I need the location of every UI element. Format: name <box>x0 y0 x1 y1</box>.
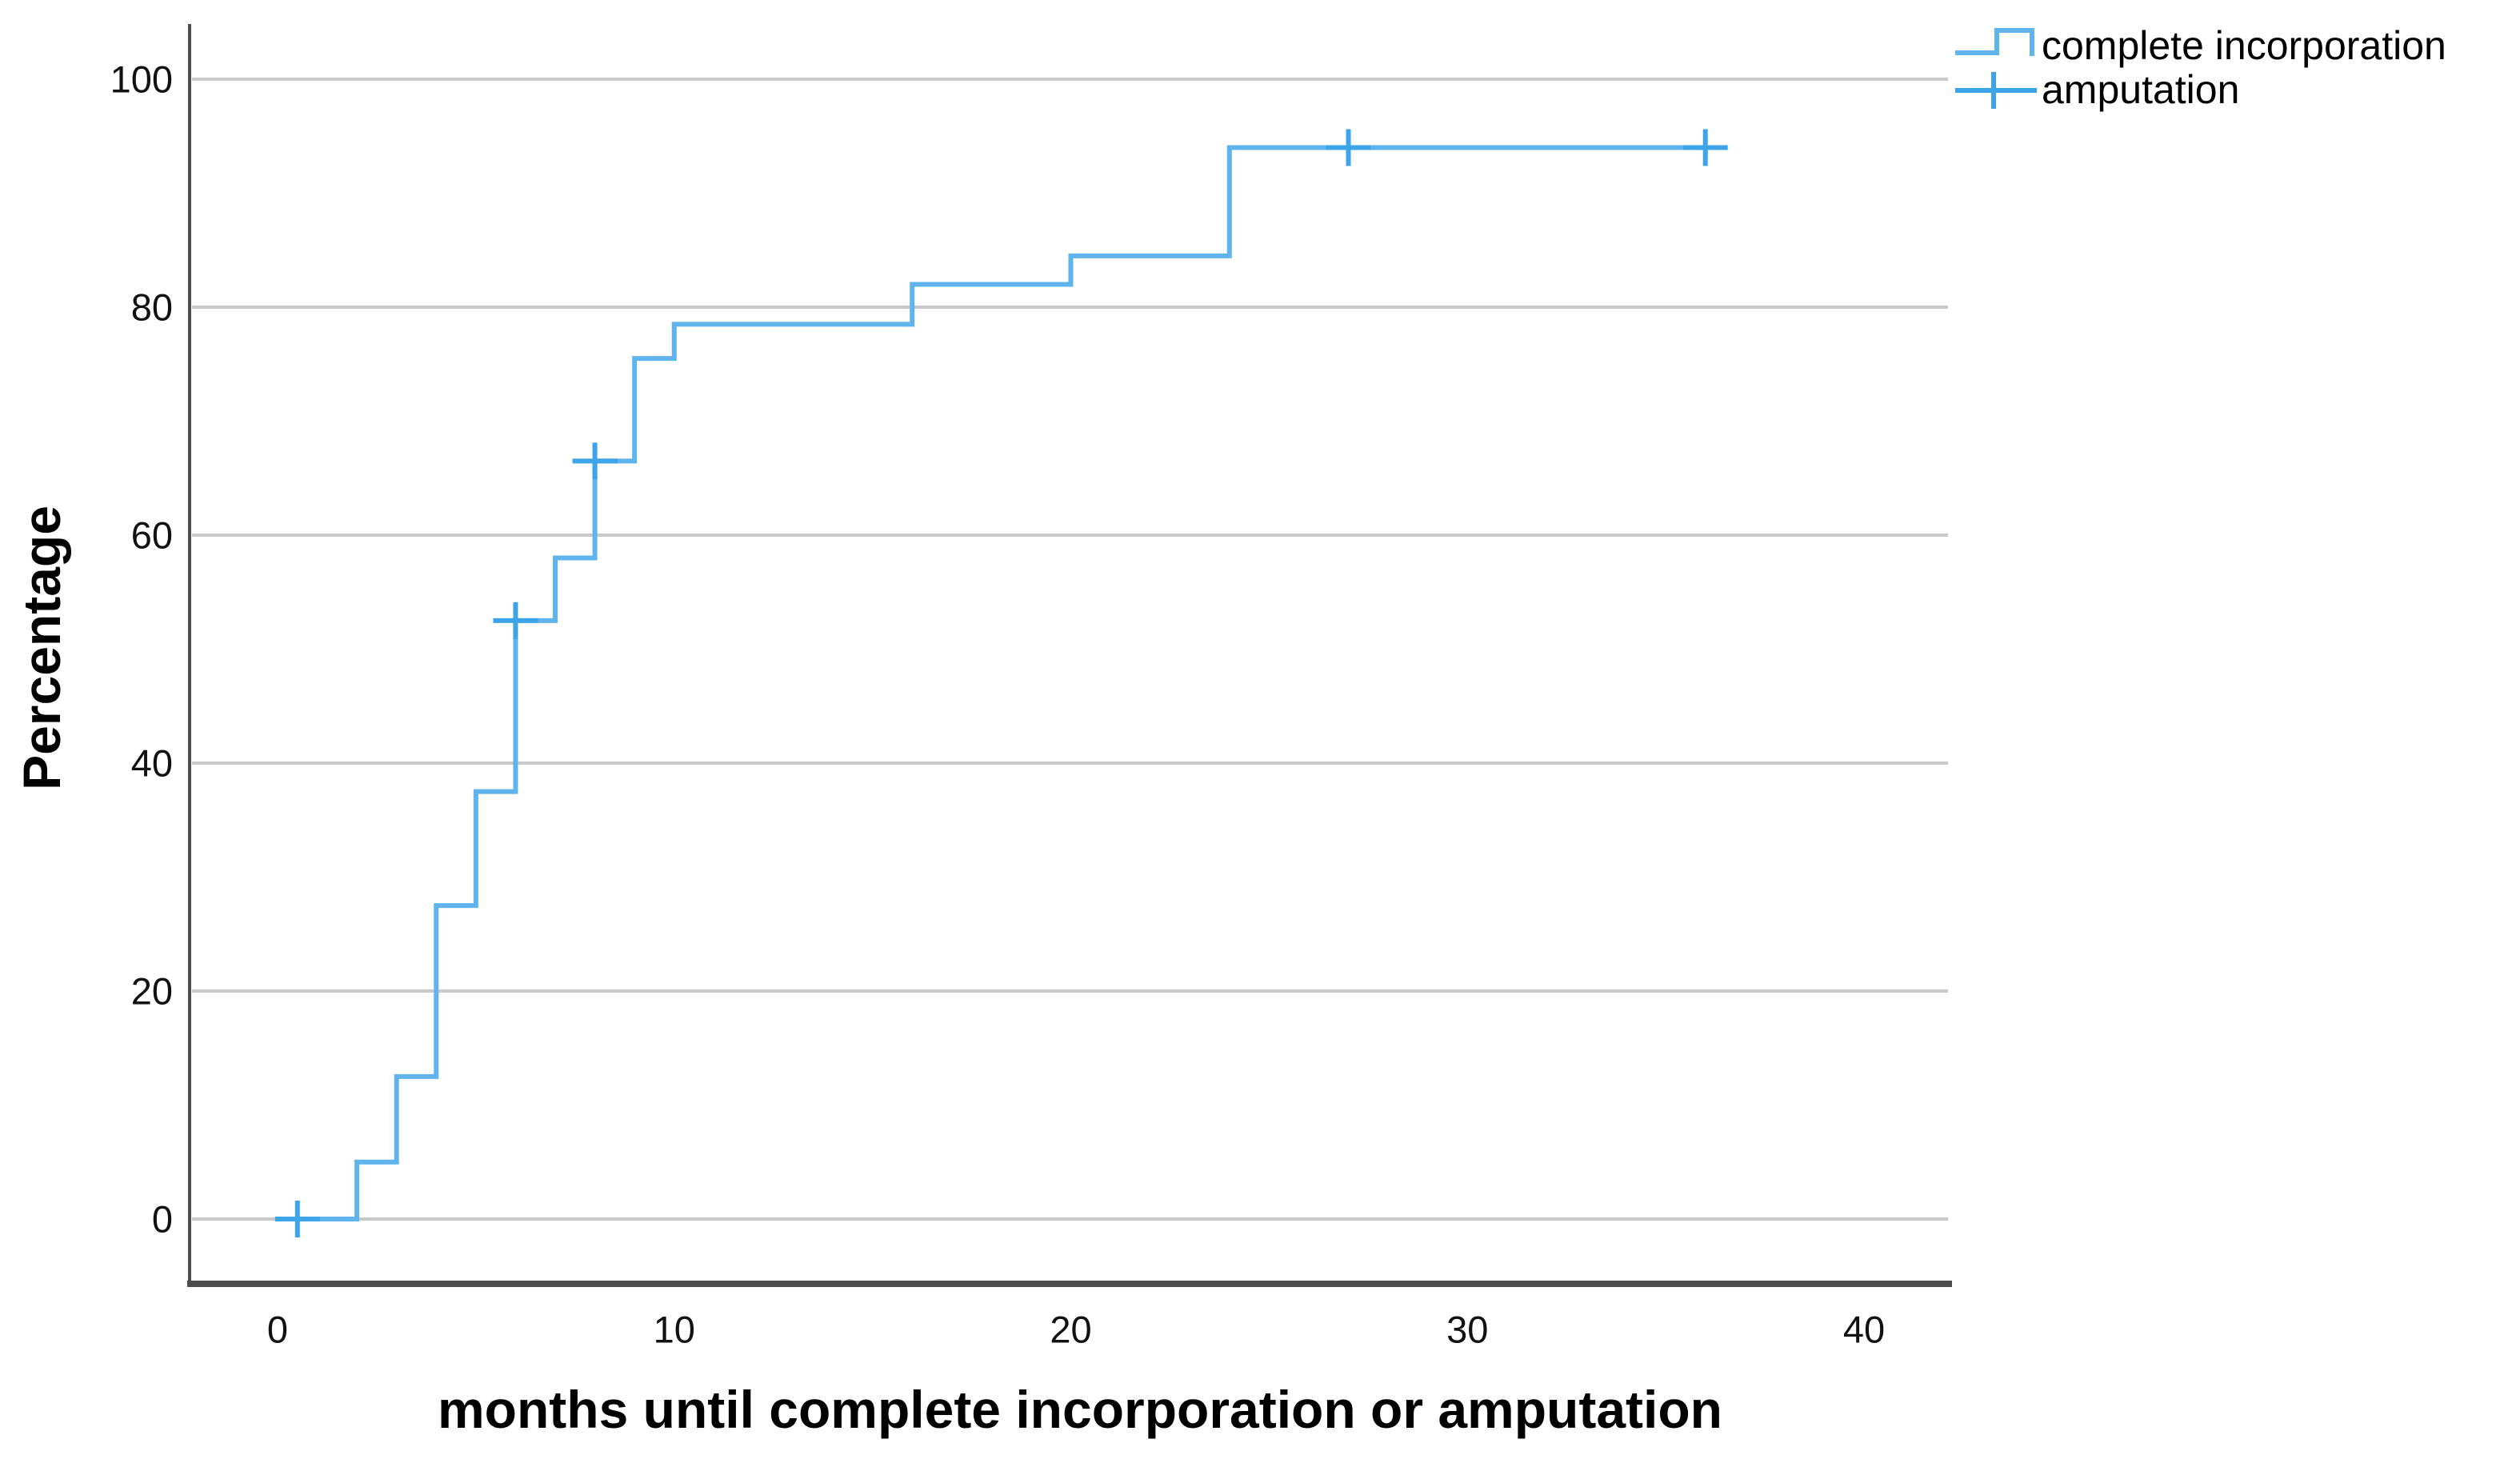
y-tick-label: 100 <box>110 58 173 101</box>
legend-label-amputation: amputation <box>2042 67 2239 112</box>
legend: complete incorporation amputation <box>1955 23 2446 112</box>
x-tick-label: 20 <box>1050 1309 1091 1351</box>
y-tick-label: 80 <box>131 286 173 329</box>
x-tick-label: 10 <box>654 1309 695 1351</box>
censor-plus-mark <box>1682 129 1728 166</box>
legend-item-complete-incorporation: complete incorporation <box>1955 23 2446 68</box>
y-tick-label: 20 <box>131 970 173 1013</box>
x-axis-tick-labels: 0 10 20 30 40 <box>267 1309 1885 1351</box>
censor-plus-mark <box>274 1201 320 1237</box>
step-line-icon <box>1955 28 2034 56</box>
censor-marks-amputation <box>274 129 1728 1237</box>
legend-label-complete-incorporation: complete incorporation <box>2042 23 2446 68</box>
censor-plus-mark <box>1326 129 1371 166</box>
y-axis-title: Percentage <box>12 506 71 790</box>
y-tick-label: 60 <box>131 514 173 557</box>
curve-complete-incorporation <box>278 145 1706 1221</box>
censor-plus-mark <box>493 602 538 639</box>
x-tick-label: 0 <box>267 1309 288 1351</box>
y-axis-tick-labels: 0 20 40 60 80 100 <box>110 58 173 1241</box>
legend-item-amputation: amputation <box>1955 67 2239 112</box>
horizontal-gridlines <box>192 78 1948 1221</box>
censor-plus-mark <box>572 442 618 480</box>
x-tick-label: 40 <box>1843 1309 1885 1351</box>
plus-marker-icon <box>1955 72 2037 109</box>
x-tick-label: 30 <box>1446 1309 1488 1351</box>
y-tick-label: 40 <box>131 742 173 785</box>
y-tick-label: 0 <box>152 1198 173 1241</box>
x-axis-title: months until complete incorporation or a… <box>438 1380 1722 1439</box>
